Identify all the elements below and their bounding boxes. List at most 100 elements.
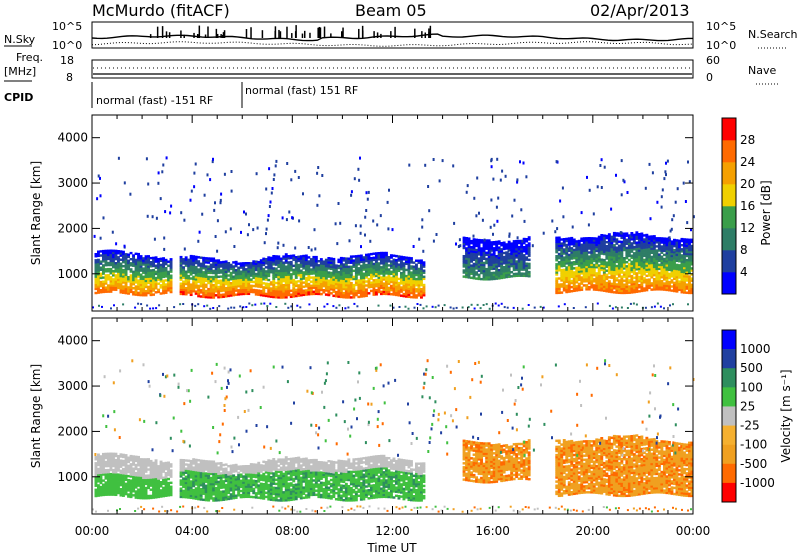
- echo-cell: [557, 261, 561, 264]
- echo-cell: [142, 277, 145, 281]
- echo-cell: [610, 254, 614, 257]
- echo-cell: [527, 252, 531, 255]
- echo-cell: [587, 265, 591, 269]
- echo-cell: [663, 261, 666, 265]
- echo-cell: [344, 294, 348, 297]
- echo-cell: [304, 276, 308, 280]
- echo-cell: [660, 265, 664, 269]
- echo-cell: [585, 257, 589, 260]
- echo-cell: [182, 262, 185, 265]
- echo-cell: [562, 268, 566, 272]
- echo-cell: [400, 263, 403, 267]
- echo-cell: [477, 275, 481, 279]
- echo-cell: [587, 239, 591, 242]
- echo-cell: [144, 277, 148, 281]
- echo-cell: [678, 284, 681, 287]
- echo-cell: [94, 488, 98, 492]
- echo-cell: [184, 264, 188, 267]
- echo-cell: [182, 266, 185, 269]
- echo-cell: [680, 248, 684, 251]
- echo-cell: [372, 275, 376, 278]
- echo-cell: [337, 266, 341, 270]
- echo-cell: [304, 262, 308, 266]
- echo-cell: [239, 278, 243, 282]
- echo-cell: [152, 287, 155, 290]
- echo-cell: [607, 243, 611, 246]
- echo-cell: [347, 265, 351, 269]
- echo-cell: [362, 256, 366, 259]
- sparse-echo: [203, 193, 206, 197]
- echo-cell: [299, 255, 303, 258]
- echo-cell: [465, 275, 468, 279]
- echo-cell: [112, 493, 115, 496]
- echo-cell: [284, 269, 288, 272]
- echo-cell: [587, 282, 591, 285]
- echo-cell: [284, 296, 288, 299]
- echo-cell: [327, 267, 331, 270]
- echo-cell: [94, 287, 98, 291]
- echo-cell: [147, 269, 150, 272]
- echo-cell: [324, 277, 328, 280]
- echo-cell: [109, 462, 113, 466]
- echo-cell: [487, 276, 491, 279]
- echo-cell: [625, 271, 629, 274]
- echo-cell: [104, 290, 108, 293]
- echo-cell: [632, 262, 636, 265]
- echo-cell: [655, 245, 659, 248]
- echo-cell: [122, 468, 125, 471]
- echo-cell: [487, 247, 491, 250]
- echo-cell: [229, 278, 233, 281]
- echo-cell: [652, 288, 656, 291]
- echo-cell: [475, 261, 478, 264]
- echo-cell: [607, 241, 611, 244]
- echo-cell: [212, 263, 216, 267]
- echo-cell: [304, 254, 308, 257]
- echo-cell: [252, 272, 256, 275]
- echo-cell: [663, 268, 666, 271]
- echo-cell: [620, 291, 624, 295]
- echo-cell: [487, 253, 491, 257]
- echo-cell: [164, 287, 168, 290]
- near-range-echo: [158, 304, 161, 307]
- echo-cell: [354, 261, 358, 264]
- echo-cell: [254, 274, 258, 278]
- echo-cell: [647, 251, 651, 255]
- echo-cell: [647, 278, 651, 281]
- echo-cell: [657, 257, 661, 260]
- echo-cell: [370, 257, 373, 260]
- echo-cell: [137, 468, 140, 471]
- near-range-echo: [392, 306, 395, 309]
- echo-cell: [162, 285, 165, 289]
- echo-cell: [119, 268, 123, 272]
- echo-cell: [244, 278, 248, 281]
- echo-cell: [507, 242, 511, 246]
- echo-cell: [112, 475, 115, 478]
- echo-cell: [557, 242, 561, 246]
- near-range-echo: [332, 305, 335, 308]
- echo-cell: [167, 272, 170, 276]
- echo-cell: [154, 483, 158, 487]
- echo-cell: [122, 260, 125, 264]
- echo-cell: [267, 287, 271, 290]
- echo-cell: [395, 285, 398, 288]
- echo-cell: [129, 258, 133, 261]
- echo-cell: [117, 268, 120, 271]
- echo-cell: [422, 271, 426, 274]
- echo-cell: [585, 267, 589, 271]
- sparse-echo: [435, 233, 438, 236]
- echo-cell: [592, 247, 596, 250]
- echo-cell: [625, 269, 629, 272]
- echo-cell: [202, 277, 206, 280]
- echo-cell: [395, 254, 398, 258]
- echo-cell: [620, 257, 624, 260]
- echo-cell: [607, 269, 611, 273]
- echo-cell: [387, 272, 391, 275]
- echo-cell: [410, 277, 413, 280]
- echo-cell: [289, 254, 293, 258]
- echo-cell: [585, 269, 589, 273]
- echo-cell: [392, 274, 396, 278]
- sparse-echo: [102, 216, 105, 220]
- echo-cell: [184, 293, 188, 296]
- echo-cell: [465, 237, 468, 240]
- echo-cell: [292, 287, 296, 290]
